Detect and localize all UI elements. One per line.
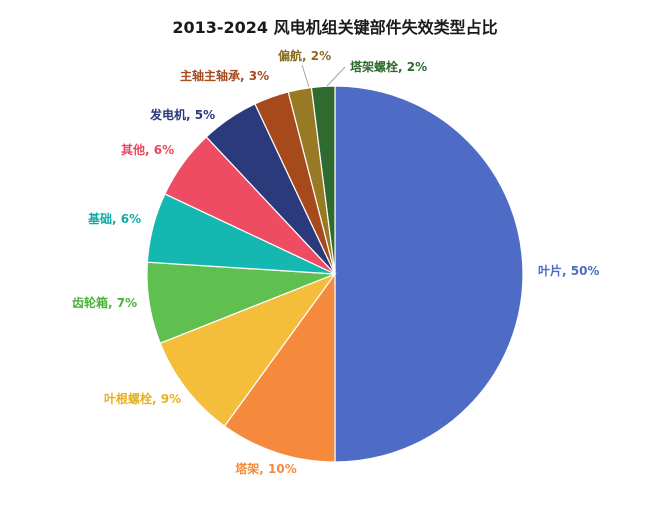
slice-label: 齿轮箱, 7% — [72, 295, 137, 310]
leader-line — [326, 66, 346, 87]
chart-title: 2013-2024 风电机组关键部件失效类型占比 — [172, 18, 497, 37]
slice-label: 塔架, 10% — [235, 461, 296, 476]
slice-label: 偏航, 2% — [278, 48, 331, 63]
slice-label: 基础, 6% — [87, 211, 141, 226]
slice-label: 叶片, 50% — [538, 263, 599, 278]
slice-label: 其他, 6% — [121, 142, 174, 157]
pie-slice — [223, 272, 336, 463]
leader-lines — [301, 64, 346, 88]
slice-labels: 叶片, 50% 塔架, 10% 叶根螺栓, 9% 齿轮箱, 7% 基础, 6% 其他, 6… — [72, 48, 599, 476]
pie-slices — [146, 85, 524, 463]
slice-label: 塔架螺栓, 2% — [350, 59, 427, 74]
slice-label: 主轴主轴承, 3% — [180, 68, 269, 83]
slice-label: 发电机, 5% — [149, 107, 215, 122]
pie-slice — [159, 272, 337, 427]
leader-line — [301, 64, 310, 88]
pie-slice — [334, 85, 524, 463]
slice-label: 叶根螺栓, 9% — [104, 391, 181, 406]
pie-slice — [310, 85, 336, 275]
